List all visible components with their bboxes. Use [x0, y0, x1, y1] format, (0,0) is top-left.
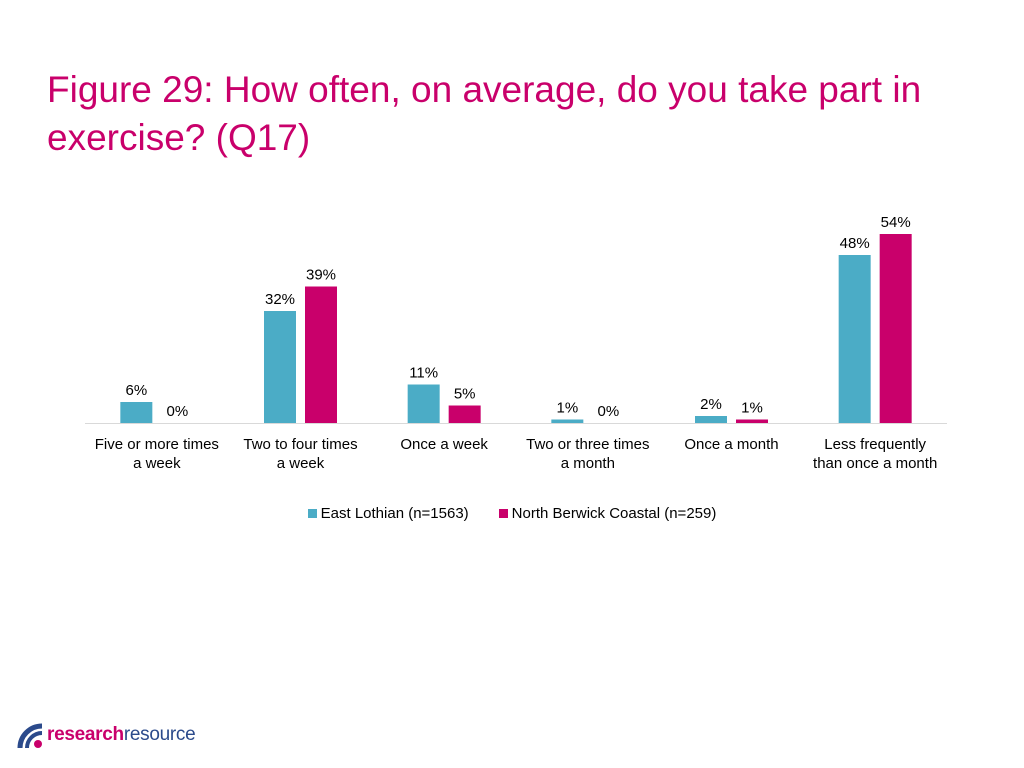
bar-north-berwick-5 — [879, 234, 912, 423]
bar-north-berwick-1 — [305, 286, 337, 423]
legend-swatch-north-berwick — [498, 509, 508, 518]
category-label-0-line-1: a week — [133, 455, 181, 472]
data-label-north-berwick-1: 39% — [306, 267, 336, 284]
logo-text-resource: resource — [123, 724, 196, 745]
data-label-east-lothian-5: 48% — [840, 235, 870, 252]
data-label-east-lothian-1: 32% — [265, 291, 295, 308]
bar-east-lothian-3 — [551, 419, 584, 423]
bar-east-lothian-5 — [838, 255, 871, 423]
logo-mark-icon — [17, 723, 43, 749]
slide-title: Figure 29: How often, on average, do you… — [47, 69, 922, 158]
bar-north-berwick-4 — [736, 419, 768, 423]
data-label-east-lothian-3: 1% — [556, 400, 578, 417]
bar-east-lothian-0 — [120, 402, 153, 423]
legend-item-north-berwick: North Berwick Coastal (n=259) — [498, 505, 717, 522]
data-label-north-berwick-5: 54% — [881, 214, 911, 231]
category-label-2-line-0: Once a week — [400, 436, 488, 453]
legend-label-east-lothian: East Lothian (n=1563) — [320, 505, 469, 522]
legend-item-east-lothian: East Lothian (n=1563) — [307, 505, 469, 522]
bar-north-berwick-2 — [448, 405, 481, 423]
bar-east-lothian-1 — [264, 311, 296, 423]
bar-chart: 6% 0% Five or more times a week 32% 39% Two to… — [85, 214, 947, 472]
category-label-0-line-0: Five or more times — [95, 436, 219, 453]
data-label-north-berwick-3: 0% — [597, 403, 619, 420]
category-label-1-line-0: Two to four times — [243, 436, 357, 453]
data-label-east-lothian-2: 11% — [409, 365, 438, 382]
logo-text-research: research — [47, 724, 124, 745]
data-label-east-lothian-0: 6% — [125, 382, 147, 399]
category-label-4-line-0: Once a month — [684, 436, 778, 453]
category-label-3-line-1: a month — [561, 455, 615, 472]
legend-swatch-east-lothian — [307, 509, 317, 518]
category-label-3-line-0: Two or three times — [526, 436, 649, 453]
data-label-north-berwick-0: 0% — [166, 403, 188, 420]
research-resource-logo: research resource — [16, 720, 196, 750]
data-label-north-berwick-4: 1% — [741, 400, 763, 417]
data-label-north-berwick-2: 5% — [454, 386, 476, 403]
legend-label-north-berwick: North Berwick Coastal (n=259) — [511, 505, 717, 522]
category-label-5-line-1: than once a month — [813, 455, 937, 472]
chart-legend: East Lothian (n=1563) North Berwick Coas… — [0, 505, 1024, 522]
bar-east-lothian-4 — [695, 416, 727, 423]
category-label-1-line-1: a week — [277, 455, 325, 472]
bar-east-lothian-2 — [407, 384, 440, 423]
data-label-east-lothian-4: 2% — [700, 396, 722, 413]
category-label-5-line-0: Less frequently — [824, 436, 926, 453]
